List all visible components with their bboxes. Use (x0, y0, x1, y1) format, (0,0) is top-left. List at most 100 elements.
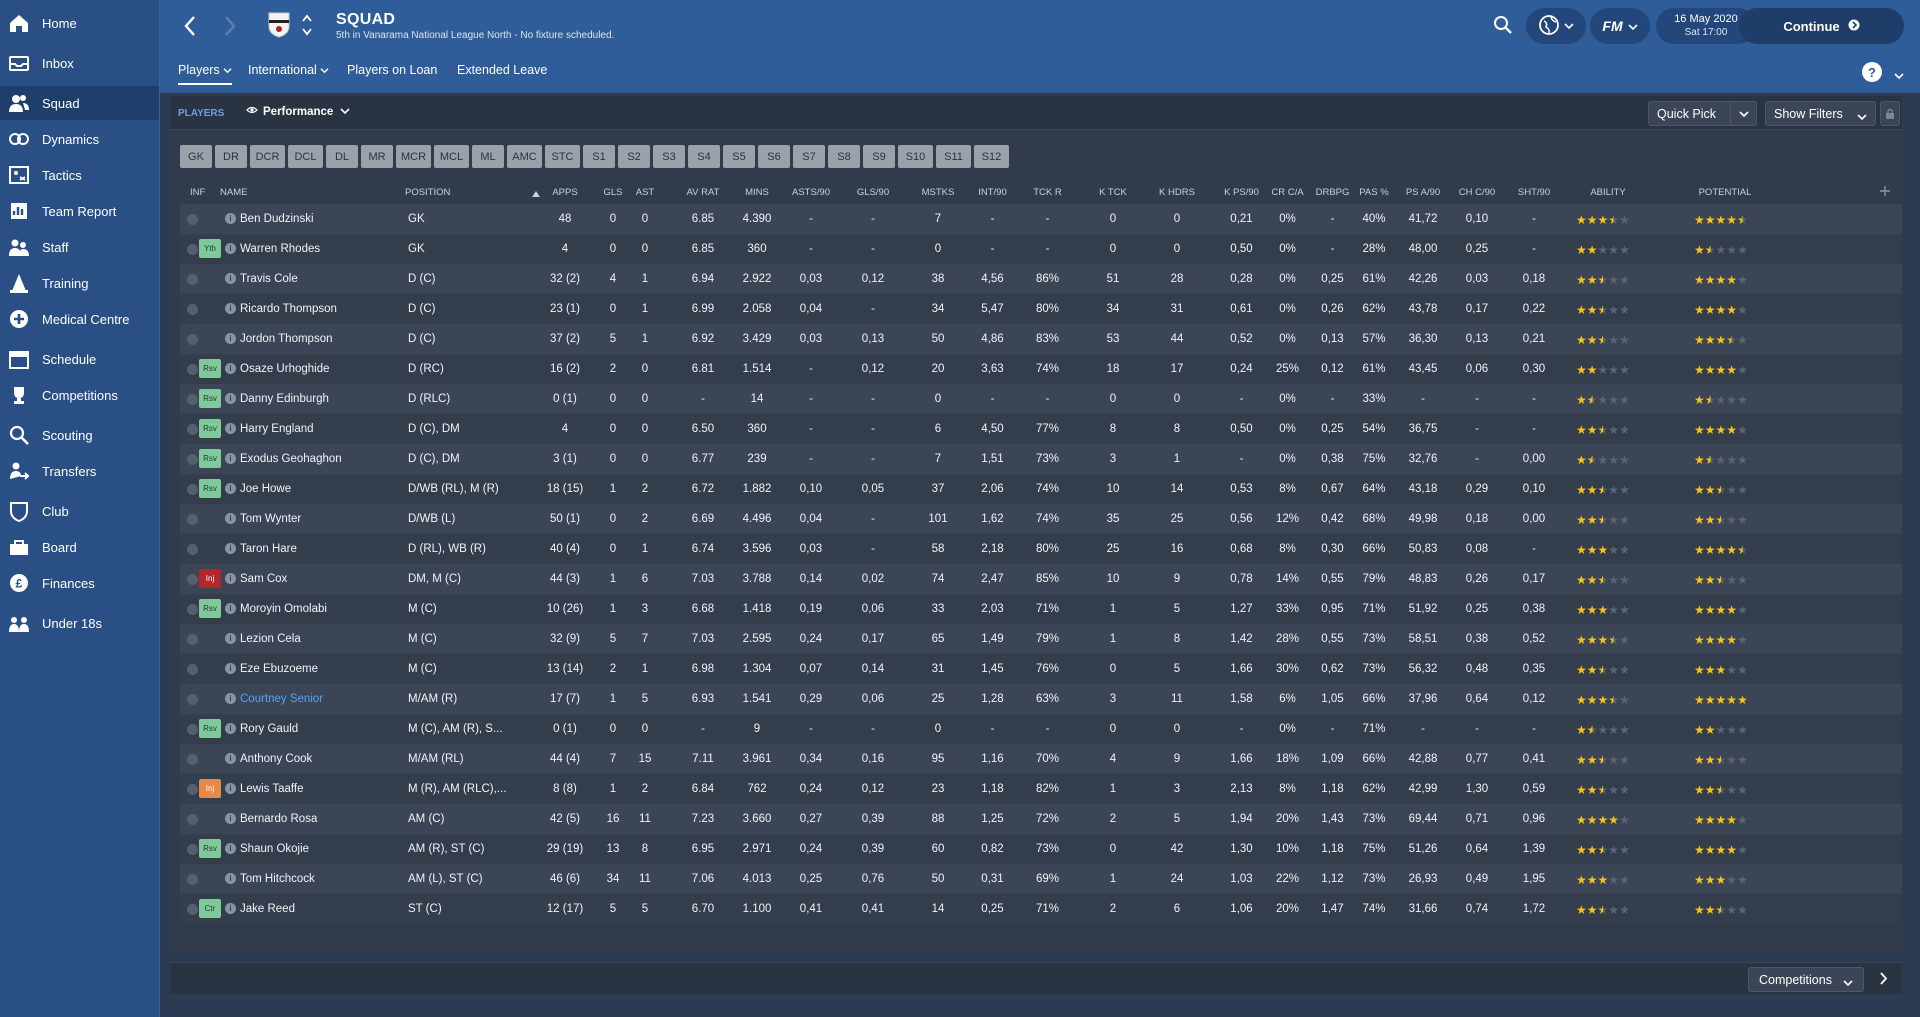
column-header-gls-90[interactable]: GLS/90 (856, 187, 890, 198)
column-header-ast[interactable]: AST (635, 187, 655, 198)
column-header-asts-90[interactable]: ASTS/90 (791, 187, 831, 198)
row-select-checkbox[interactable] (187, 364, 198, 375)
column-header-position[interactable]: POSITION (405, 187, 451, 198)
player-name[interactable]: Jake Reed (240, 903, 295, 915)
sidebar-item-tactics[interactable]: Tactics (0, 158, 159, 192)
status-badge[interactable]: Rsv (199, 479, 221, 498)
status-badge[interactable]: Yth (199, 239, 221, 258)
fm-menu-button[interactable]: FM (1590, 8, 1650, 44)
forward-arrow-icon[interactable] (216, 12, 244, 40)
competitions-dropdown[interactable]: Competitions (1748, 967, 1864, 992)
status-badge[interactable]: Ctr (199, 899, 221, 918)
row-select-checkbox[interactable] (187, 844, 198, 855)
table-row[interactable]: Rsv i Moroyin Omolabi M (C) 10 (26) 1 3 6.68 1.4… (180, 594, 1902, 624)
column-header-ch-c-90[interactable]: CH C/90 (1458, 187, 1496, 198)
position-filter-gk[interactable]: GK (180, 145, 212, 168)
player-name[interactable]: Tom Wynter (240, 513, 302, 525)
info-icon[interactable]: i (225, 213, 236, 224)
quick-pick-button[interactable]: Quick Pick (1648, 101, 1757, 126)
info-icon[interactable]: i (225, 393, 236, 404)
table-row[interactable]: i Anthony Cook M/AM (RL) 44 (4) 7 15 7.11 3.961… (180, 744, 1902, 774)
player-name[interactable]: Shaun Okojie (240, 843, 310, 855)
row-select-checkbox[interactable] (187, 724, 198, 735)
table-row[interactable]: Rsv i Joe Howe D/WB (RL), M (R) 18 (15) 1 2 6.7… (180, 474, 1902, 504)
table-row[interactable]: Rsv i Rory Gauld M (C), AM (R), S... 0 (1) 0 0… (180, 714, 1902, 744)
info-icon[interactable]: i (225, 363, 236, 374)
status-badge[interactable]: Rsv (199, 449, 221, 468)
player-name[interactable]: Bernardo Rosa (240, 813, 318, 825)
status-badge[interactable]: Rsv (199, 599, 221, 618)
sidebar-item-transfers[interactable]: Transfers (0, 454, 159, 488)
info-icon[interactable]: i (225, 333, 236, 344)
player-name[interactable]: Harry England (240, 423, 314, 435)
status-badge[interactable]: Rsv (199, 389, 221, 408)
status-badge[interactable]: Rsv (199, 719, 221, 738)
tab-players[interactable]: Players (178, 63, 233, 85)
player-name[interactable]: Taron Hare (240, 543, 297, 555)
table-row[interactable]: Rsv i Danny Edinburgh D (RLC) 0 (1) 0 0 - 14 - - 0 -… (180, 384, 1902, 414)
position-filter-s5[interactable]: S5 (723, 145, 755, 168)
row-select-checkbox[interactable] (187, 574, 198, 585)
player-name[interactable]: Travis Cole (240, 273, 298, 285)
player-name[interactable]: Exodus Geohaghon (240, 453, 342, 465)
column-header-mstks[interactable]: MSTKS (921, 187, 955, 198)
position-filter-stc[interactable]: STC (545, 145, 580, 168)
info-icon[interactable]: i (225, 243, 236, 254)
row-select-checkbox[interactable] (187, 634, 198, 645)
row-select-checkbox[interactable] (187, 544, 198, 555)
column-header-pas-[interactable]: PAS % (1359, 187, 1389, 198)
info-icon[interactable]: i (225, 273, 236, 284)
info-icon[interactable]: i (225, 603, 236, 614)
row-select-checkbox[interactable] (187, 814, 198, 825)
player-name[interactable]: Osaze Urhoghide (240, 363, 330, 375)
info-icon[interactable]: i (225, 453, 236, 464)
position-filter-ml[interactable]: ML (472, 145, 504, 168)
sidebar-item-squad[interactable]: Squad (0, 86, 159, 120)
table-row[interactable]: Rsv i Shaun Okojie AM (R), ST (C) 29 (19) 13 8… (180, 834, 1902, 864)
player-name[interactable]: Courtney Senior (240, 693, 324, 705)
sidebar-item-staff[interactable]: Staff (0, 230, 159, 264)
column-header-k-tck[interactable]: K TCK (1099, 187, 1127, 198)
player-name[interactable]: Rory Gauld (240, 723, 299, 735)
info-icon[interactable]: i (225, 663, 236, 674)
player-name[interactable]: Danny Edinburgh (240, 393, 329, 405)
tab-extended-leave[interactable]: Extended Leave (457, 63, 548, 77)
row-select-checkbox[interactable] (187, 874, 198, 885)
table-row[interactable]: Yth i Warren Rhodes GK 4 0 0 6.85 360 - - 0 - - 0 0 0,50… (180, 234, 1902, 264)
info-icon[interactable]: i (225, 753, 236, 764)
table-row[interactable]: Inj i Sam Cox DM, M (C) 44 (3) 1 6 7.03 3.788 0,1… (180, 564, 1902, 594)
status-badge[interactable]: Inj (199, 779, 221, 798)
position-filter-amc[interactable]: AMC (507, 145, 542, 168)
info-icon[interactable]: i (225, 903, 236, 914)
row-select-checkbox[interactable] (187, 214, 198, 225)
status-badge[interactable]: Rsv (199, 419, 221, 438)
player-name[interactable]: Ben Dudzinski (240, 213, 314, 225)
row-select-checkbox[interactable] (187, 454, 198, 465)
column-header-potential[interactable]: POTENTIAL (1698, 187, 1752, 198)
row-select-checkbox[interactable] (187, 694, 198, 705)
sidebar-item-competitions[interactable]: Competitions (0, 378, 159, 412)
column-header-ps-a-90[interactable]: PS A/90 (1405, 187, 1441, 198)
back-arrow-icon[interactable] (176, 12, 204, 40)
column-header-apps[interactable]: APPS (552, 187, 578, 198)
column-header-tck-r[interactable]: TCK R (1033, 187, 1062, 198)
table-row[interactable]: i Courtney Senior M/AM (R) 17 (7) 1 5 6.93 1.54… (180, 684, 1902, 714)
table-row[interactable]: i Ben Dudzinski GK 48 0 0 6.85 4.390 - - 7 - - 0 0 0,21… (180, 204, 1902, 234)
info-icon[interactable]: i (225, 783, 236, 794)
row-select-checkbox[interactable] (187, 664, 198, 675)
info-icon[interactable]: i (225, 303, 236, 314)
player-name[interactable]: Warren Rhodes (240, 243, 321, 255)
table-row[interactable]: i Tom Wynter D/WB (L) 50 (1) 0 2 6.69 4.496 0,04… (180, 504, 1902, 534)
status-badge[interactable]: Inj (199, 569, 221, 588)
player-name[interactable]: Lezion Cela (240, 633, 301, 645)
world-menu-button[interactable] (1526, 8, 1586, 44)
player-name[interactable]: Lewis Taaffe (240, 783, 304, 795)
table-row[interactable]: Rsv i Exodus Geohaghon D (C), DM 3 (1) 0 0 6.77… (180, 444, 1902, 474)
table-row[interactable]: i Travis Cole D (C) 32 (2) 4 1 6.94 2.922 0,03 0,… (180, 264, 1902, 294)
position-filter-mcl[interactable]: MCL (434, 145, 469, 168)
row-select-checkbox[interactable] (187, 394, 198, 405)
player-name[interactable]: Eze Ebuzoeme (240, 663, 318, 675)
sidebar-item-finances[interactable]: £ Finances (0, 566, 159, 600)
player-name[interactable]: Tom Hitchcock (240, 873, 315, 885)
position-filter-s6[interactable]: S6 (758, 145, 790, 168)
